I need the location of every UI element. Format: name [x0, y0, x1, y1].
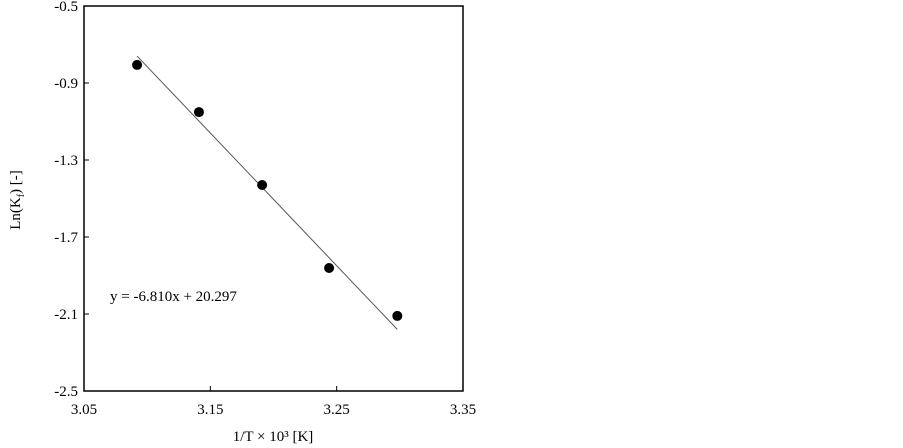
annotation: y = -6.810x + 20.297 — [110, 289, 237, 305]
y-tick-label: -0.5 — [54, 0, 78, 15]
data-point — [392, 310, 403, 321]
x-tick-label: 3.05 — [71, 402, 97, 418]
x-tick-label: 3.35 — [450, 402, 476, 418]
data-point — [257, 180, 268, 191]
y-label-sub: f — [16, 193, 27, 197]
y-tick-label: -2.1 — [54, 307, 78, 323]
x-tick-label: 3.15 — [197, 402, 223, 418]
data-point — [193, 107, 204, 118]
y-axis-label: Ln(Kf) [-] — [8, 170, 27, 230]
x-axis-label: 1/T × 10³ [K] — [233, 429, 314, 445]
data-point — [132, 59, 143, 70]
y-tick-label: -2.5 — [54, 384, 78, 400]
y-tick-label: -1.7 — [54, 230, 78, 246]
x-tick-label: 3.25 — [324, 402, 350, 418]
y-tick-label: -1.3 — [54, 153, 78, 169]
y-label-part: ) [-] — [8, 170, 24, 194]
plot-frame — [83, 5, 464, 392]
y-tick-label: -0.9 — [54, 76, 78, 92]
trendline — [136, 55, 398, 330]
y-label-part: Ln(K — [8, 197, 24, 230]
data-point — [324, 262, 335, 273]
